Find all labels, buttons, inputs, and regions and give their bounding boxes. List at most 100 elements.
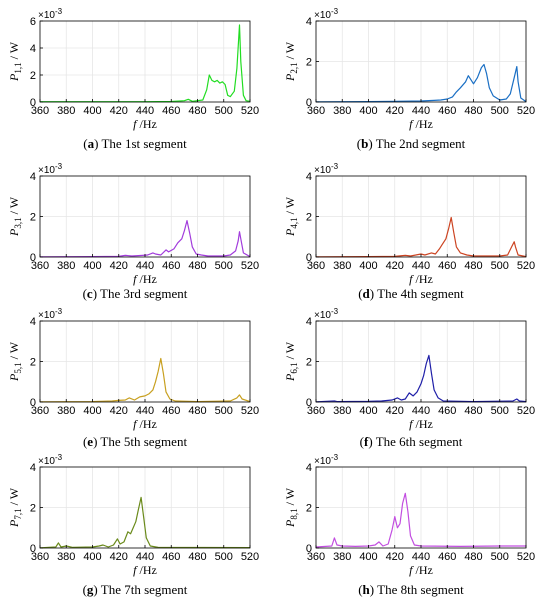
- y-tick-label: 2: [306, 503, 312, 515]
- x-tick-label: 420: [386, 405, 404, 417]
- x-tick-label: 360: [307, 405, 325, 417]
- y-tick-label: 2: [306, 357, 312, 369]
- y-tick-label: 2: [30, 212, 36, 224]
- x-tick-label: 480: [188, 105, 206, 117]
- x-axis-label: f /Hz: [409, 117, 433, 131]
- x-tick-label: 360: [31, 105, 49, 117]
- x-tick-label: 360: [307, 260, 325, 272]
- y-exponent-label: ×10-3: [314, 7, 339, 21]
- x-tick-label: 400: [83, 260, 101, 272]
- x-tick-label: 480: [188, 405, 206, 417]
- x-tick-label: 360: [307, 105, 325, 117]
- series-line: [40, 24, 251, 103]
- x-tick-label: 440: [412, 260, 430, 272]
- y-tick-label: 4: [30, 462, 36, 474]
- x-tick-label: 480: [464, 105, 482, 117]
- y-tick-label: 4: [306, 16, 312, 28]
- x-tick-label: 460: [438, 105, 456, 117]
- y-tick-label: 2: [306, 57, 312, 69]
- x-axis-label: f /Hz: [133, 272, 157, 286]
- x-tick-label: 520: [241, 405, 259, 417]
- y-axis-label: P1,1 / W: [7, 41, 23, 82]
- x-tick-label: 420: [110, 405, 128, 417]
- x-tick-label: 500: [491, 260, 509, 272]
- x-tick-label: 460: [162, 405, 180, 417]
- series-line: [39, 220, 251, 258]
- series-line: [315, 492, 526, 548]
- x-tick-label: 380: [57, 105, 75, 117]
- x-tick-label: 440: [412, 405, 430, 417]
- x-tick-label: 420: [110, 105, 128, 117]
- y-tick-label: 2: [30, 70, 36, 82]
- x-tick-label: 440: [412, 551, 430, 563]
- x-tick-label: 440: [136, 260, 154, 272]
- x-tick-label: 400: [359, 405, 377, 417]
- x-axis-label: f /Hz: [409, 417, 433, 431]
- x-tick-label: 380: [57, 405, 75, 417]
- y-exponent-label: ×10-3: [38, 307, 63, 321]
- x-tick-label: 480: [464, 551, 482, 563]
- panel-caption: (e) The 5th segment: [83, 434, 188, 449]
- x-tick-label: 520: [241, 260, 259, 272]
- y-tick-label: 4: [306, 316, 312, 328]
- x-tick-label: 420: [110, 551, 128, 563]
- x-tick-label: 420: [386, 260, 404, 272]
- x-tick-label: 520: [517, 260, 535, 272]
- x-tick-label: 400: [83, 405, 101, 417]
- y-exponent-label: ×10-3: [314, 162, 339, 176]
- y-tick-label: 0: [306, 543, 312, 555]
- x-tick-label: 500: [215, 105, 233, 117]
- x-tick-label: 420: [386, 551, 404, 563]
- panel-caption: (f) The 6th segment: [360, 434, 463, 449]
- y-tick-label: 0: [30, 397, 36, 409]
- x-tick-label: 400: [83, 105, 101, 117]
- panel-b: 360 380 400 420 440 460 480 500 520 0 2 4×10-3 f /Hz…: [283, 7, 535, 151]
- x-tick-label: 500: [491, 551, 509, 563]
- x-tick-label: 360: [31, 551, 49, 563]
- x-tick-label: 460: [162, 551, 180, 563]
- x-tick-label: 500: [491, 105, 509, 117]
- x-tick-label: 400: [359, 105, 377, 117]
- y-tick-label: 0: [306, 397, 312, 409]
- panel-a: 360 380 400 420 440 460 480 500 520 0 2 4 6×10-3 f /H…: [7, 7, 259, 151]
- panel-caption: (g) The 7th segment: [83, 582, 188, 597]
- x-tick-label: 460: [162, 260, 180, 272]
- panel-c: 360 380 400 420 440 460 480 500 520 0 2 4×10-3 f /Hz…: [7, 162, 259, 301]
- x-tick-label: 520: [241, 551, 259, 563]
- x-tick-label: 520: [517, 405, 535, 417]
- panel-d: 360 380 400 420 440 460 480 500 520 0 2 4×10-3 f /Hz…: [283, 162, 535, 301]
- x-tick-label: 380: [333, 260, 351, 272]
- y-axis-label: P2,1 / W: [283, 41, 299, 82]
- y-tick-label: 0: [306, 252, 312, 264]
- x-axis-label: f /Hz: [133, 417, 157, 431]
- x-tick-label: 400: [359, 260, 377, 272]
- panel-h: 360 380 400 420 440 460 480 500 520 0 2 4×10-3 f /Hz…: [283, 453, 535, 597]
- y-tick-label: 6: [30, 16, 36, 28]
- series-line: [315, 63, 527, 103]
- x-tick-label: 380: [333, 551, 351, 563]
- panel-caption: (h) The 8th segment: [358, 582, 464, 597]
- x-tick-label: 480: [188, 551, 206, 563]
- x-tick-label: 380: [333, 105, 351, 117]
- y-tick-label: 0: [30, 252, 36, 264]
- series-line: [315, 216, 527, 258]
- x-tick-label: 440: [412, 105, 430, 117]
- panel-caption: (b) The 2nd segment: [357, 136, 466, 151]
- x-tick-label: 520: [241, 105, 259, 117]
- y-exponent-label: ×10-3: [314, 453, 339, 467]
- y-axis-label: P6,1 / W: [283, 341, 299, 382]
- panel-caption: (d) The 4th segment: [358, 286, 464, 301]
- y-axis-label: P8,1 / W: [283, 487, 299, 528]
- x-tick-label: 440: [136, 551, 154, 563]
- x-tick-label: 420: [386, 105, 404, 117]
- x-tick-label: 420: [110, 260, 128, 272]
- x-tick-label: 460: [438, 405, 456, 417]
- y-exponent-label: ×10-3: [38, 453, 63, 467]
- x-axis-label: f /Hz: [409, 272, 433, 286]
- x-tick-label: 400: [359, 551, 377, 563]
- x-tick-label: 440: [136, 105, 154, 117]
- series-line: [39, 357, 251, 403]
- y-exponent-label: ×10-3: [38, 7, 63, 21]
- x-tick-label: 460: [162, 105, 180, 117]
